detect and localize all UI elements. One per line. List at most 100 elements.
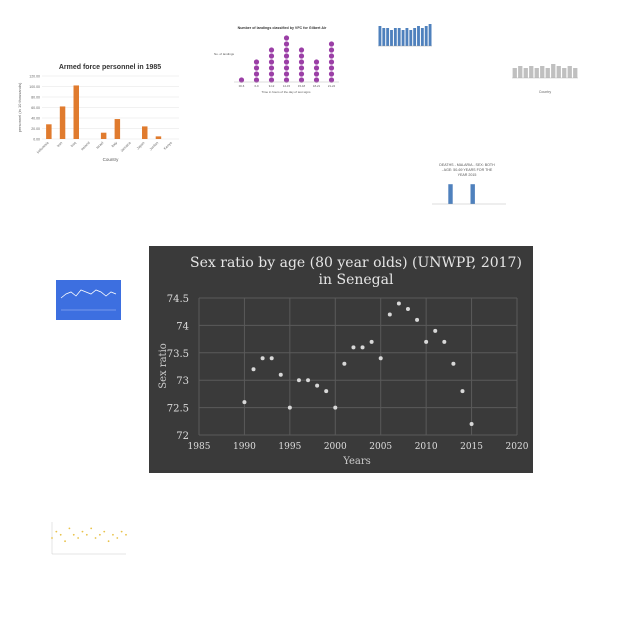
landings-dot <box>283 59 290 65</box>
yellow-point <box>98 533 101 536</box>
landings-dot <box>298 71 305 77</box>
landings-dot <box>283 71 290 77</box>
landings-dot <box>268 65 275 71</box>
grey-bar <box>534 68 539 78</box>
yellow-point <box>81 530 84 533</box>
data-point <box>251 367 256 372</box>
chart-subtitle: in Senegal <box>319 272 394 288</box>
malaria-chart-svg: DEATHS - MALARIA - SEX: BOTH- AGE: 50-69… <box>432 163 506 205</box>
landings-dot <box>298 47 305 53</box>
top-blue-chart-svg <box>378 24 432 47</box>
armed-bar <box>46 124 52 139</box>
data-point <box>469 422 474 427</box>
data-point <box>287 405 292 410</box>
grey-bar <box>523 68 528 78</box>
yellow-point <box>90 527 93 530</box>
grey-bar <box>567 66 572 78</box>
landings-dot <box>328 47 335 53</box>
armed-x-tick: Iraq <box>70 141 77 148</box>
data-point <box>342 361 347 366</box>
top-blue-bar <box>428 24 432 46</box>
armed-chart-title: Armed force personnel in 1985 <box>59 64 161 71</box>
landings-dot <box>328 59 335 65</box>
grey-bar <box>545 68 550 78</box>
y-tick-label: 73.5 <box>167 349 189 360</box>
top-blue-bar <box>420 28 424 46</box>
y-tick-label: 73 <box>176 376 189 387</box>
landings-dot <box>313 65 320 71</box>
sex-ratio-chart: Sex ratio by age (80 year olds) (UNWPP, … <box>149 246 533 473</box>
landings-dot <box>298 53 305 59</box>
armed-x-tick: Israel <box>95 141 104 150</box>
yellow-point <box>72 533 75 536</box>
landings-x-tick: 9-12 <box>269 84 275 88</box>
yellow-point <box>107 540 110 543</box>
data-point <box>269 356 274 361</box>
data-point <box>333 405 338 410</box>
yellow-point <box>68 527 71 530</box>
armed-x-tick: Jamaica <box>120 141 132 153</box>
top-blue-bar <box>382 28 386 46</box>
sex-ratio-chart-svg: Sex ratio by age (80 year olds) (UNWPP, … <box>158 255 529 467</box>
armed-bar <box>100 132 107 139</box>
x-tick-label: 2015 <box>460 442 483 452</box>
grey-bar <box>529 66 534 78</box>
top-blue-bar <box>378 26 382 46</box>
landings-x-tick: 18-21 <box>313 84 321 88</box>
top-blue-bar <box>393 28 397 46</box>
armed-bar <box>59 106 66 139</box>
top-blue-bar <box>386 28 390 46</box>
landings-dot <box>283 53 290 59</box>
y-axis-label: Sex ratio <box>158 343 169 389</box>
blue-line-series <box>60 289 117 299</box>
yellow-point <box>64 540 66 543</box>
grey-bar <box>573 68 578 78</box>
grey-bar <box>556 66 561 78</box>
armed-x-tick: Indonesia <box>36 141 50 155</box>
data-point <box>315 383 320 388</box>
landings-dot <box>283 65 290 71</box>
data-point <box>460 389 465 394</box>
landings-dot <box>283 41 290 47</box>
landings-dot <box>313 71 320 77</box>
armed-y-tick: 60.00 <box>31 106 40 110</box>
grey-bar <box>540 66 545 78</box>
landings-dot <box>283 77 290 83</box>
data-point <box>324 389 329 394</box>
data-point <box>296 378 301 383</box>
yellow-point <box>85 533 88 536</box>
landings-x-tick: 21-24 <box>328 84 336 88</box>
landings-x-tick: 15-18 <box>298 84 306 88</box>
yellow-point <box>112 533 114 536</box>
armed-y-tick: 100.00 <box>29 85 40 89</box>
landings-dot <box>328 41 335 47</box>
landings-dot <box>253 65 260 71</box>
armed-y-tick: 40.00 <box>31 117 40 121</box>
chart-title: Sex ratio by age (80 year olds) (UNWPP, … <box>190 255 522 271</box>
data-point <box>260 356 265 361</box>
data-point <box>242 400 247 405</box>
x-tick-label: 2000 <box>324 442 347 452</box>
landings-dot <box>298 65 305 71</box>
landings-dot <box>268 47 275 53</box>
landings-y-label: No. of landings <box>214 52 235 56</box>
malaria-title-line: YEAR 2015 <box>458 173 477 177</box>
yellow-point <box>59 533 62 536</box>
top-blue-bar <box>424 26 428 46</box>
y-tick-label: 72.5 <box>167 404 189 415</box>
top-blue-bar <box>409 30 413 46</box>
data-point <box>360 345 365 350</box>
yellow-point <box>51 537 53 539</box>
malaria-bar <box>470 184 475 204</box>
landings-dot <box>313 77 320 83</box>
top-blue-bar <box>401 30 405 46</box>
landings-dot <box>253 59 260 65</box>
data-point <box>451 361 456 366</box>
landings-x-label: Time in hours of the day of test signs <box>262 90 311 94</box>
armed-y-tick: 120.00 <box>29 75 40 79</box>
landings-dot <box>283 47 290 53</box>
armed-y-tick: 80.00 <box>31 96 40 100</box>
yellow-point <box>77 537 80 539</box>
x-axis-label: Years <box>342 456 371 467</box>
armed-y-tick: 20.00 <box>31 127 40 131</box>
